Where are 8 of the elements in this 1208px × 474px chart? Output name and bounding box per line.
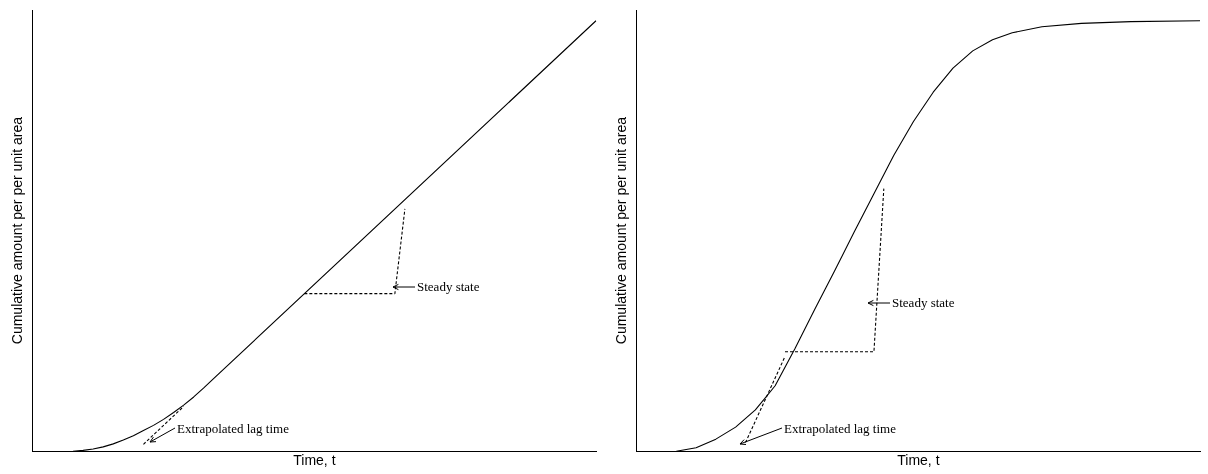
y-axis-title: Cumulative amount per per unit area xyxy=(9,116,26,345)
annotation: Extrapolated lag time xyxy=(177,421,289,437)
annotation: Steady state xyxy=(417,279,480,295)
x-axis-title: Time, t xyxy=(897,452,940,469)
x-axis-title: Time, t xyxy=(293,452,336,469)
annotation: Steady state xyxy=(892,295,955,311)
annotation: Extrapolated lag time xyxy=(784,421,896,437)
y-axis-title: Cumulative amount per per unit area xyxy=(613,116,630,345)
